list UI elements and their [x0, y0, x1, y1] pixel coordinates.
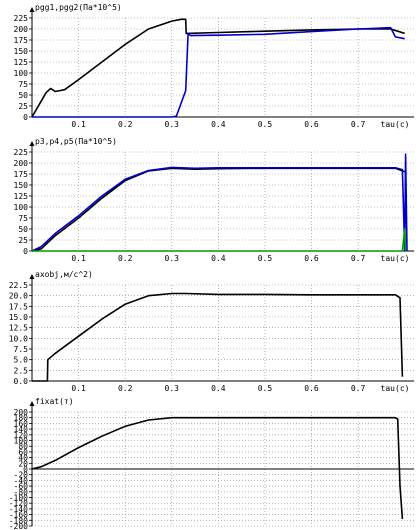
x-tick-label: 0.4 — [211, 254, 226, 263]
y-tick-label: 25 — [18, 102, 28, 111]
y-tick-label: 120 — [14, 431, 29, 440]
x-tick-label: 0.3 — [165, 254, 180, 263]
series-line-1 — [31, 416, 404, 519]
y-tick-label: -200 — [9, 522, 28, 530]
y-tick-label: -60 — [14, 482, 29, 491]
y-tick-label: 0.0 — [14, 377, 29, 386]
x-tick-label: 0.6 — [304, 254, 319, 263]
y-axis-arrow — [29, 7, 35, 12]
y-tick-label: 225 — [14, 148, 29, 157]
y-tick-label: 150 — [14, 47, 29, 56]
y-tick-label: 15.0 — [9, 313, 28, 322]
y-tick-label: 200 — [14, 159, 29, 168]
series-line-2 — [31, 153, 408, 252]
y-tick-label: 75 — [18, 214, 28, 223]
y-axis-arrow — [29, 274, 35, 279]
x-axis-label: tau(c) — [381, 254, 410, 263]
x-axis-label: tau(c) — [381, 384, 410, 393]
y-axis-label: axobj,м/с^2) — [35, 270, 93, 279]
x-tick-label: 0.2 — [118, 254, 133, 263]
y-tick-label: 50 — [18, 225, 28, 234]
y-tick-label: -160 — [9, 511, 28, 520]
x-tick-label: 0.7 — [351, 384, 366, 393]
x-tick-label: 0.1 — [71, 384, 86, 393]
y-tick-label: 75 — [18, 80, 28, 89]
x-tick-label: 0.5 — [258, 254, 273, 263]
y-tick-label: 180 — [14, 414, 29, 423]
y-tick-label: 20.0 — [9, 292, 28, 301]
y-tick-label: 0 — [23, 247, 28, 256]
y-tick-label: 17.5 — [9, 302, 28, 311]
series-line-3 — [32, 228, 407, 252]
y-tick-label: -80 — [14, 488, 29, 497]
y-tick-label: 140 — [14, 425, 29, 434]
x-tick-label: 0.4 — [211, 120, 226, 129]
y-axis-arrow — [29, 401, 35, 406]
y-tick-label: 0 — [23, 465, 28, 474]
y-tick-label: 5.0 — [14, 356, 29, 365]
y-tick-label: 125 — [14, 192, 29, 201]
y-tick-label: -120 — [9, 499, 28, 508]
y-tick-label: -40 — [14, 476, 29, 485]
y-tick-label: 7.5 — [14, 345, 29, 354]
y-tick-label: 150 — [14, 181, 29, 190]
x-tick-label: 0.7 — [351, 120, 366, 129]
x-tick-label: 0.4 — [211, 384, 226, 393]
x-tick-label: 0.5 — [258, 120, 273, 129]
x-tick-label: 0.1 — [71, 120, 86, 129]
y-tick-label: 125 — [14, 58, 29, 67]
y-tick-label: 100 — [14, 437, 29, 446]
y-tick-label: 10.0 — [9, 334, 28, 343]
chart-panel-3: 0.1 0.2 0.3 0.4 0.5 0.6 0.7 0.0 2.55.0 7.5 10.012.… — [9, 270, 414, 393]
y-tick-label: 100 — [14, 69, 29, 78]
y-tick-label: 0 — [23, 113, 28, 122]
x-tick-label: 0.3 — [165, 120, 180, 129]
y-tick-label: 100 — [14, 203, 29, 212]
y-tick-label: -180 — [9, 516, 28, 525]
series-line-2 — [32, 26, 405, 118]
chart-panel-1: 0.1 0.2 0.3 0.4 0.5 0.6 0.7 0 25 50 75 100 125 150 175… — [14, 3, 414, 129]
y-tick-label: -140 — [9, 505, 28, 514]
y-tick-label: 80 — [18, 442, 28, 451]
y-tick-label: 2.5 — [14, 366, 29, 375]
x-tick-label: 0.6 — [304, 120, 319, 129]
x-tick-label: 0.5 — [258, 384, 273, 393]
x-tick-label: 0.3 — [165, 384, 180, 393]
y-tick-label: 175 — [14, 36, 29, 45]
y-axis-arrow — [29, 141, 35, 146]
y-tick-label: 160 — [14, 419, 29, 428]
y-tick-label: 25 — [18, 236, 28, 245]
x-tick-label: 0.2 — [118, 120, 133, 129]
y-tick-label: 20 — [18, 459, 28, 468]
y-tick-label: -100 — [9, 494, 28, 503]
chart-panel-4: 0.10.20.30.40.50.60.7-200-180-160-140-12… — [9, 397, 414, 530]
x-tick-label: 0.2 — [118, 384, 133, 393]
x-axis-label: tau(c) — [381, 120, 410, 129]
series-line-1 — [32, 292, 404, 382]
chart-panel-2: 0.1 0.2 0.3 0.4 0.5 0.6 0.7 0 25 50 75 100 125 150 175… — [14, 137, 414, 263]
y-tick-label: 40 — [18, 454, 28, 463]
x-tick-label: 0.7 — [351, 254, 366, 263]
y-axis-label: pgg1,pgg2(Па*10^5) — [35, 3, 122, 12]
y-axis-label: fixat(т) — [35, 397, 74, 406]
y-tick-label: -20 — [14, 471, 29, 480]
x-tick-label: 0.1 — [71, 254, 86, 263]
y-tick-label: 225 — [14, 14, 29, 23]
y-tick-label: 12.5 — [9, 324, 28, 333]
y-tick-label: 60 — [18, 448, 28, 457]
y-tick-label: 50 — [18, 91, 28, 100]
y-tick-label: 175 — [14, 170, 29, 179]
y-axis-label: p3,p4,p5(Па*10^5) — [35, 137, 117, 146]
x-tick-label: 0.6 — [304, 384, 319, 393]
y-tick-label: 200 — [14, 408, 29, 417]
y-tick-label: 22.5 — [9, 281, 28, 290]
y-tick-label: 200 — [14, 25, 29, 34]
